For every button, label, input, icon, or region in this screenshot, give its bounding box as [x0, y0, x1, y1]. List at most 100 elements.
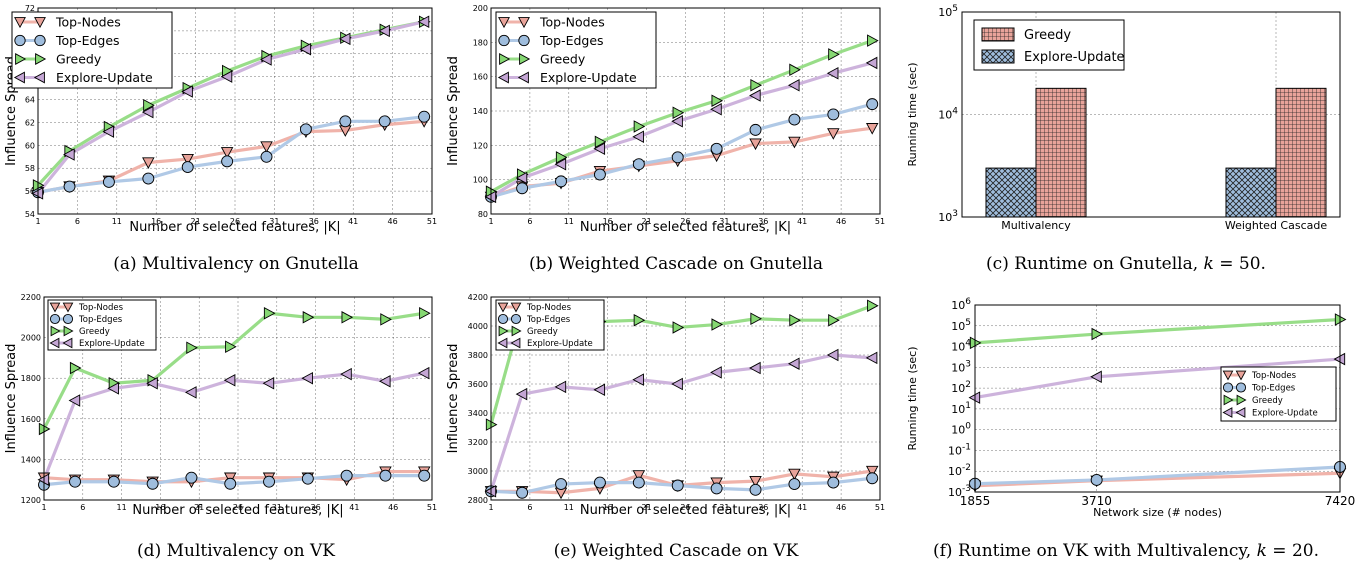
caption-d: (d) Multivalency on VK [137, 541, 335, 561]
point-greedy [828, 48, 840, 61]
point-top-edges [593, 476, 606, 489]
point-explore-update [593, 142, 606, 156]
legend-marker-explore-update [497, 337, 508, 349]
legend-marker-top-edges [14, 34, 26, 47]
y-tick-label: 72 [25, 4, 35, 13]
series-explore-update [42, 371, 425, 481]
y-tick-label: 1200 [21, 496, 41, 505]
point-top-edges [632, 158, 645, 171]
y-tick-label: 4200 [468, 293, 488, 302]
legend-marker-top-edges [49, 313, 61, 325]
point-top-edges [181, 161, 194, 174]
y-axis-label: Influence Spread [4, 344, 19, 454]
plot-frame [490, 7, 881, 215]
point-explore-update [102, 125, 115, 138]
point-explore-update [671, 377, 683, 391]
x-tick-label: 36 [309, 217, 319, 226]
markers-top-edges [38, 469, 431, 491]
legend-marker-top-edges-2 [518, 34, 530, 47]
y-tick-label: 3800 [468, 351, 488, 360]
series-greedy [974, 317, 1341, 345]
point-top-edges [379, 469, 392, 482]
bar-explore-update [985, 167, 1037, 218]
y-tick-label: 3600 [468, 380, 488, 389]
legend-swatch-greedy [981, 27, 1015, 42]
y-axis-label: Influence Spread [446, 56, 461, 166]
point-explore-update [515, 387, 528, 401]
x-tick-label: 16 [151, 217, 161, 226]
point-top-edges [866, 98, 879, 111]
point-top-nodes [749, 138, 762, 151]
grid [491, 297, 880, 500]
y-tick-label: 10-3 [948, 484, 971, 499]
grid [962, 12, 1340, 217]
point-explore-update [826, 348, 839, 362]
point-top-nodes [788, 468, 801, 481]
y-tick-label: 102 [951, 380, 971, 395]
point-top-edges [788, 478, 801, 491]
point-explore-update [378, 24, 390, 38]
legend-marker-explore-update [1222, 407, 1233, 418]
point-greedy [711, 318, 724, 331]
point-explore-update [554, 157, 567, 171]
legend-label-greedy: Greedy [527, 327, 558, 337]
point-explore-update [378, 374, 391, 388]
y-tick-label: 120 [473, 141, 488, 150]
point-top-edges [671, 479, 684, 492]
caption-a: (a) Multivalency on Gnutella [113, 254, 359, 274]
plot-frame [974, 304, 1341, 493]
point-top-edges [224, 477, 237, 490]
legend-marker-greedy [50, 325, 61, 337]
point-explore-update [865, 351, 878, 365]
legend-marker-top-edges-2 [1235, 382, 1247, 393]
point-explore-update [749, 89, 761, 102]
point-top-edges [221, 155, 234, 168]
point-top-edges [340, 469, 353, 482]
legend-marker-top-edges [498, 34, 510, 47]
x-tick-label: 1 [488, 217, 493, 226]
point-top-edges [301, 472, 314, 485]
point-greedy [341, 311, 354, 324]
bar-explore-update [1225, 167, 1277, 218]
x-tick-label: Weighted Cascade [1225, 219, 1327, 232]
x-tick-label: 1855 [960, 494, 991, 508]
x-tick-label: 11 [564, 503, 574, 512]
point-explore-update [146, 377, 158, 390]
point-explore-update [787, 357, 800, 370]
bar-greedy [1035, 87, 1087, 218]
point-explore-update [184, 386, 197, 399]
plot-frame [490, 296, 881, 501]
legend-marker-explore-update [13, 71, 25, 84]
x-tick-label: 16 [603, 217, 613, 226]
point-top-nodes [827, 128, 840, 140]
legend-marker-top-nodes-2 [34, 17, 46, 29]
y-tick-label: 54 [25, 210, 35, 219]
x-tick-label: 36 [311, 503, 321, 512]
legend-label-explore-update: Explore-Update [79, 339, 145, 349]
point-top-edges [107, 475, 120, 488]
plot-frame [43, 296, 433, 501]
point-greedy [225, 340, 237, 353]
point-explore-update [262, 377, 275, 390]
point-explore-update [710, 103, 722, 116]
legend-marker-top-nodes-2 [62, 302, 74, 313]
caption-f: (f) Runtime on VK with Multivalency, k =… [933, 541, 1319, 561]
x-tick-label: 51 [875, 217, 885, 226]
point-explore-update [220, 70, 233, 83]
chart-c: 103 104 105 Multivalency Weighted Cascade Run… [900, 0, 1358, 245]
y-tick-label: 56 [25, 187, 35, 196]
y-tick-label: 103 [938, 209, 958, 224]
markers-explore-update [484, 56, 878, 204]
point-top-edges [185, 471, 198, 484]
point-greedy [828, 313, 840, 327]
point-top-edges [1090, 474, 1103, 486]
point-top-edges [827, 108, 840, 121]
point-top-edges [263, 475, 275, 488]
legend-marker-top-nodes [49, 302, 61, 313]
y-tick-label: 58 [25, 164, 35, 173]
x-tick-label: 6 [527, 217, 532, 226]
point-greedy [302, 311, 315, 324]
legend-marker-top-nodes [1222, 370, 1234, 381]
point-explore-update [826, 66, 839, 80]
y-tick-label: 4000 [468, 322, 488, 331]
